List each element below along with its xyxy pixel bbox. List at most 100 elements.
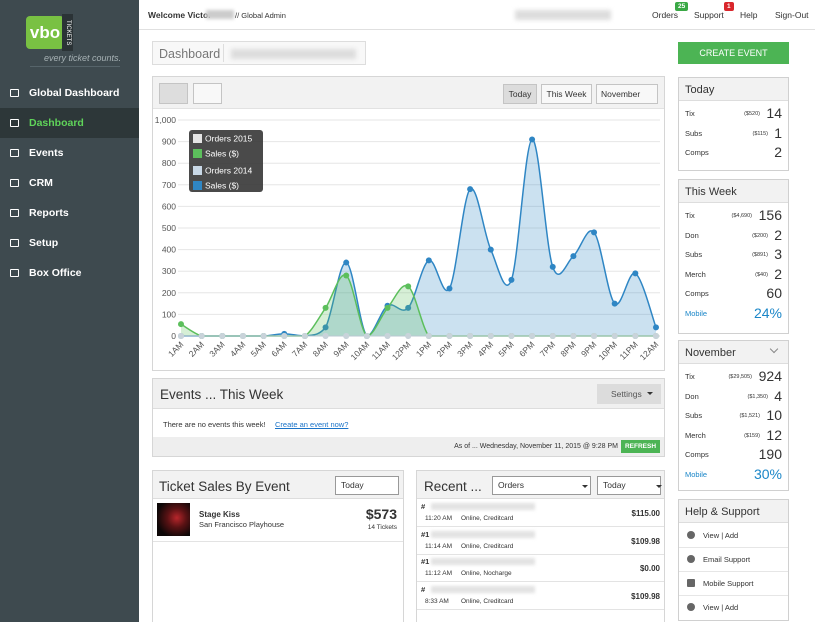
- menu-item[interactable]: Reports: [0, 198, 139, 228]
- ticket-sales-filter[interactable]: Today: [335, 476, 399, 495]
- help-link[interactable]: View | Add: [703, 603, 739, 612]
- series-point: [343, 259, 350, 266]
- stat-value: 60: [766, 285, 782, 302]
- bar-chart-toggle[interactable]: [193, 83, 222, 104]
- x-tick-label: 3PM: [455, 339, 474, 358]
- nav-item[interactable]: Help: [740, 10, 758, 20]
- settings-button[interactable]: Settings: [597, 384, 661, 404]
- x-tick-label: 7PM: [538, 339, 557, 358]
- stats-panel: Today Tix ($520) 14 Subs ($115) 1 Comps 2: [678, 77, 789, 171]
- series-point: [384, 333, 391, 339]
- series-point: [591, 229, 598, 236]
- series-point: [632, 270, 639, 277]
- order-method: Online, Creditcard: [461, 597, 514, 605]
- recent-filter-select[interactable]: Today: [597, 476, 661, 495]
- blurred-customer: [431, 558, 535, 565]
- blurred-crumb: [231, 49, 356, 59]
- logo-tag: TICKETS: [62, 14, 73, 51]
- stat-amount: ($1,350): [747, 393, 769, 400]
- legend-label: Sales ($): [205, 181, 239, 191]
- stat-value: 2: [774, 265, 782, 282]
- tagline: every ticket counts.: [44, 53, 122, 63]
- stat-label: Mobile: [685, 309, 708, 318]
- series-point: [384, 304, 391, 311]
- x-tick-label: 4PM: [476, 339, 495, 358]
- series-point: [549, 263, 556, 270]
- select-caret: [582, 485, 588, 491]
- create-event-button[interactable]: CREATE EVENT: [678, 42, 789, 64]
- nav-item[interactable]: Sign-Out: [775, 10, 809, 20]
- menu-item[interactable]: Events: [0, 138, 139, 168]
- help-link[interactable]: Mobile Support: [703, 579, 754, 588]
- y-tick-label: 400: [162, 245, 176, 255]
- order-time: 11:14 AM: [425, 542, 452, 550]
- series-point: [487, 246, 494, 253]
- blurred-customer: [431, 503, 535, 510]
- order-number: #1: [421, 557, 430, 566]
- order-number: #: [421, 502, 426, 511]
- x-tick-label: 6AM: [269, 339, 288, 358]
- series-point: [343, 272, 350, 279]
- help-link[interactable]: View | Add: [703, 531, 739, 540]
- x-tick-label: 1AM: [166, 339, 185, 358]
- nav-badge: 25: [675, 2, 689, 11]
- chart-filter-button[interactable]: This Week: [541, 84, 592, 104]
- menu-label: CRM: [29, 177, 53, 189]
- series-point: [653, 333, 659, 339]
- series-point: [446, 285, 453, 292]
- top-bar: Welcome Victor // Global Admin Orders 25 Sup…: [139, 0, 815, 30]
- stat-value: 2: [774, 144, 782, 161]
- menu-item[interactable]: Global Dashboard: [0, 78, 139, 108]
- row-rule: [417, 608, 664, 610]
- stat-label: Comps: [685, 450, 709, 460]
- x-tick-label: 10AM: [349, 339, 372, 362]
- x-tick-label: 11AM: [370, 339, 392, 361]
- series-point: [653, 324, 659, 331]
- recent-type-select[interactable]: Orders: [492, 476, 591, 495]
- series-point: [611, 333, 618, 339]
- stats-title: Today: [685, 84, 715, 96]
- help-icon: [687, 555, 695, 563]
- stat-value: 4: [774, 387, 782, 404]
- x-tick-label: 5PM: [496, 339, 515, 358]
- line-chart-toggle[interactable]: [159, 83, 188, 104]
- nav-item[interactable]: Support: [694, 10, 724, 20]
- help-link[interactable]: Email Support: [703, 555, 751, 564]
- logo: vbo: [26, 16, 64, 49]
- y-tick-label: 0: [171, 331, 176, 341]
- legend-label: Sales ($): [205, 149, 239, 159]
- month-select[interactable]: November: [596, 84, 658, 104]
- x-tick-label: 9AM: [331, 339, 350, 358]
- menu-item[interactable]: Dashboard: [0, 108, 139, 138]
- series-point: [487, 333, 494, 339]
- stat-label: Don: [685, 391, 699, 401]
- stats-title: November: [685, 347, 736, 359]
- stat-label: Mobile: [685, 470, 708, 479]
- create-event-link[interactable]: Create an event now?: [275, 420, 349, 429]
- stat-value: 3: [774, 246, 782, 263]
- series-point: [322, 304, 329, 311]
- stat-value: 12: [766, 426, 782, 443]
- menu-item[interactable]: Setup: [0, 228, 139, 258]
- order-time: 11:12 AM: [425, 570, 452, 577]
- x-tick-label: 8PM: [558, 339, 577, 358]
- menu-label: Dashboard: [29, 117, 84, 129]
- stat-amount: ($891): [752, 252, 768, 259]
- row-rule: [679, 571, 788, 572]
- menu-icon: [10, 119, 19, 127]
- menu-item[interactable]: Box Office: [0, 258, 139, 288]
- chart-filter-button[interactable]: Today: [503, 84, 537, 104]
- event-thumbnail: [157, 503, 190, 536]
- refresh-button[interactable]: REFRESH: [621, 440, 660, 453]
- menu-item[interactable]: CRM: [0, 168, 139, 198]
- nav-badge: 1: [724, 2, 734, 11]
- events-title: Events ... This Week: [160, 387, 284, 402]
- recent-panel: Recent ... Orders Today #11:20 AM Online, Cr…: [416, 470, 665, 622]
- series-point: [425, 257, 432, 264]
- x-tick-label: 7AM: [290, 339, 309, 358]
- menu-label: Global Dashboard: [29, 87, 120, 99]
- nav-item[interactable]: Orders: [652, 10, 678, 20]
- y-tick-label: 600: [162, 201, 176, 211]
- stats-panel: This Week Tix ($4,690) 156 Don ($200) 2 Subs ($8…: [678, 179, 789, 334]
